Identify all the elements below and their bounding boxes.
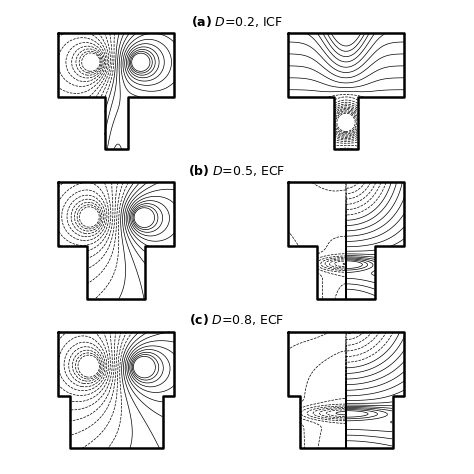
Text: $\mathbf{(c)}$ $D$=0.8, ECF: $\mathbf{(c)}$ $D$=0.8, ECF xyxy=(189,312,285,328)
Text: $\mathbf{(a)}$ $D$=0.2, ICF: $\mathbf{(a)}$ $D$=0.2, ICF xyxy=(191,14,283,29)
Text: $\mathbf{(b)}$ $D$=0.5, ECF: $\mathbf{(b)}$ $D$=0.5, ECF xyxy=(188,163,286,178)
